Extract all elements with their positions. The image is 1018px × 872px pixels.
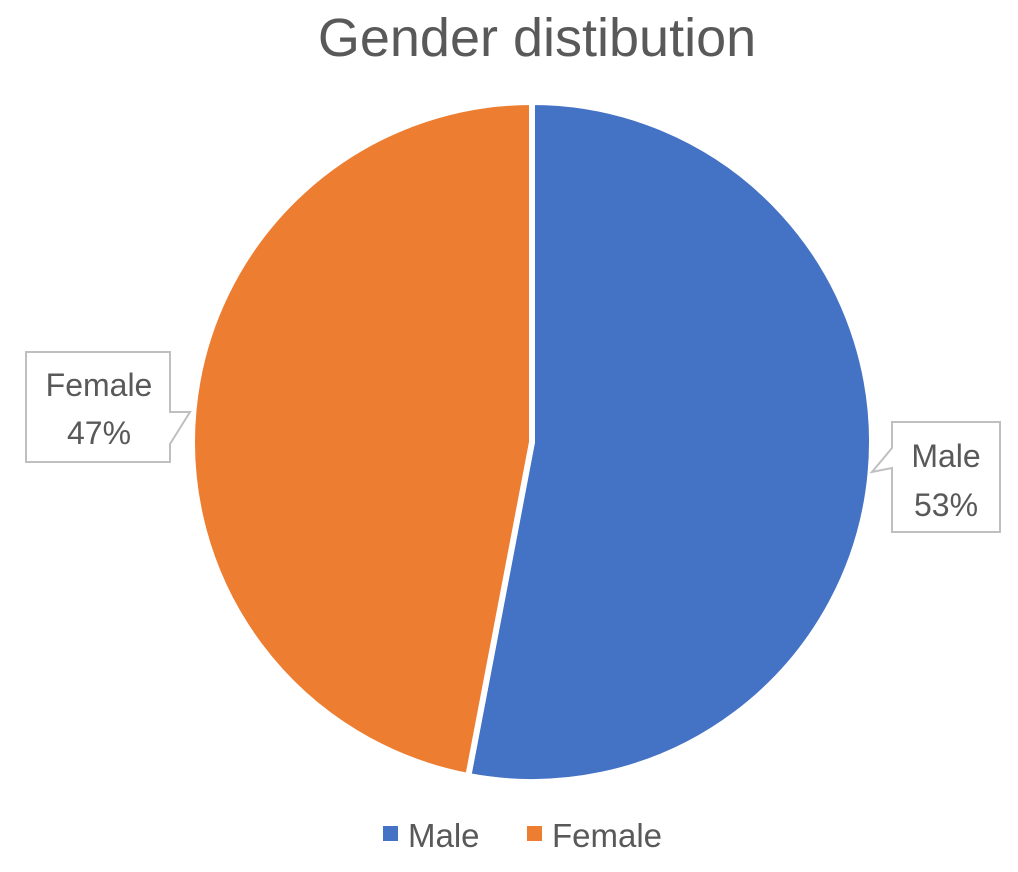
legend-label-male: Male — [408, 817, 480, 854]
legend-swatch-male — [383, 826, 398, 841]
callout-box-female — [25, 351, 192, 463]
data-label-male-category: Male — [911, 438, 980, 474]
pie-slice-male — [465, 99, 875, 785]
pie-slices — [189, 99, 875, 785]
data-label-female-category: Female — [46, 367, 153, 403]
pie-slice-female — [189, 99, 535, 779]
data-label-female: Female 47% — [25, 351, 192, 463]
legend-label-female: Female — [552, 817, 662, 854]
data-label-female-value: 47% — [67, 415, 131, 451]
legend-swatch-female — [527, 826, 542, 841]
chart-title: Gender distibution — [318, 8, 756, 68]
legend: Male Female — [383, 817, 662, 854]
callout-box-male — [869, 421, 1001, 533]
data-label-male-value: 53% — [914, 487, 978, 523]
data-label-male: Male 53% — [869, 421, 1001, 533]
